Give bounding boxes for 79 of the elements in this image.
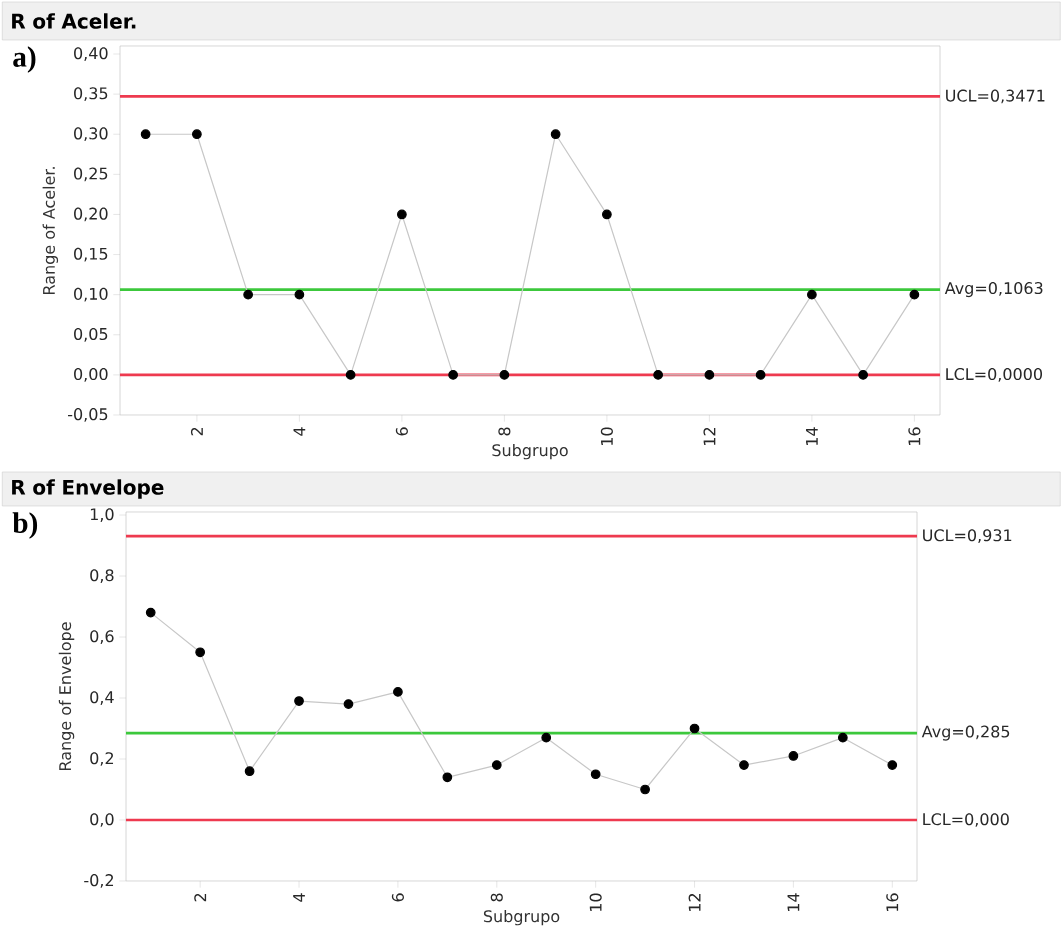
x-tick-label: 14	[787, 893, 800, 911]
point	[393, 687, 403, 697]
point	[858, 370, 868, 380]
y-tick-label: 0,40	[74, 47, 108, 61]
y-tick-label: 0,00	[74, 368, 108, 382]
point	[491, 760, 502, 770]
point	[909, 289, 920, 300]
point	[837, 732, 848, 743]
x-tick-label: 12	[703, 427, 716, 445]
x-tick-label: 2	[190, 427, 203, 436]
point	[590, 769, 601, 780]
point	[397, 209, 407, 220]
point	[499, 370, 510, 380]
point	[602, 209, 612, 220]
text: a)	[13, 46, 36, 73]
point	[343, 699, 354, 709]
y-tick-label: 0,25	[74, 167, 108, 182]
point	[243, 289, 253, 300]
x-tick-label: 4	[293, 427, 306, 436]
x-tick-label: 12	[688, 893, 701, 911]
y-axis-title: Range of Aceler.	[42, 167, 59, 294]
y-tick-label: 0,15	[74, 247, 108, 262]
y-tick-label: 1,0	[90, 508, 114, 522]
x-tick-label: 8	[498, 427, 511, 436]
y-tick-label: 0,4	[90, 691, 114, 705]
x-tick-label: 16	[908, 427, 921, 445]
y-axis-title: Range of Envelope	[58, 622, 75, 770]
point	[807, 289, 817, 300]
ref-line-label: Avg=0,1063	[944, 282, 1043, 298]
point	[294, 289, 305, 300]
x-tick-label: 2	[194, 893, 207, 902]
y-tick-label: 0,10	[74, 287, 108, 302]
x-axis-title: Subgrupo	[492, 443, 568, 460]
point	[192, 129, 202, 140]
point	[550, 129, 561, 140]
point	[788, 751, 799, 761]
x-tick-label: 6	[391, 893, 404, 902]
chart-title: R of Envelope	[12, 479, 164, 499]
point	[442, 772, 453, 783]
y-tick-label: 0,05	[74, 327, 108, 342]
x-tick-label: 6	[395, 427, 408, 436]
point	[294, 696, 304, 706]
ref-line-label: LCL=0,000	[923, 813, 1009, 827]
ref-line-label: LCL=0,0000	[946, 368, 1043, 382]
x-tick-label: 4	[293, 893, 305, 902]
y-tick-label: -0,2	[84, 874, 114, 888]
point	[345, 370, 356, 380]
point	[653, 370, 663, 380]
y-tick-label: 0,0	[90, 813, 114, 827]
point	[704, 370, 715, 380]
y-tick-label: 0,8	[90, 569, 114, 583]
y-tick-label: 0,20	[74, 207, 108, 222]
ref-line-label: UCL=0,3471	[946, 89, 1045, 104]
point	[755, 370, 766, 380]
y-tick-label: 0,6	[90, 630, 114, 644]
ref-line-label: Avg=0,285	[921, 725, 1010, 741]
point	[541, 732, 552, 743]
text: b)	[12, 512, 38, 539]
x-axis-title: Subgrupo	[483, 909, 560, 926]
chart-title: R of Aceler.	[12, 13, 136, 29]
point	[689, 723, 700, 734]
point	[739, 760, 749, 770]
x-tick-label: 14	[806, 427, 818, 445]
point	[195, 647, 206, 658]
x-tick-label: 10	[600, 427, 613, 445]
x-tick-label: 8	[490, 893, 503, 902]
y-tick-label: 0,30	[74, 127, 108, 142]
point	[640, 784, 650, 795]
point	[244, 766, 255, 777]
y-tick-label: 0,35	[74, 87, 108, 101]
x-tick-label: 16	[886, 893, 899, 911]
point	[145, 607, 156, 618]
y-tick-label: 0,2	[90, 752, 114, 766]
point	[887, 760, 898, 770]
point	[448, 370, 458, 380]
point	[140, 129, 151, 140]
x-tick-label: 10	[589, 893, 602, 911]
ref-line-label: UCL=0,931	[923, 529, 1012, 543]
y-tick-label: -0,05	[68, 408, 108, 422]
